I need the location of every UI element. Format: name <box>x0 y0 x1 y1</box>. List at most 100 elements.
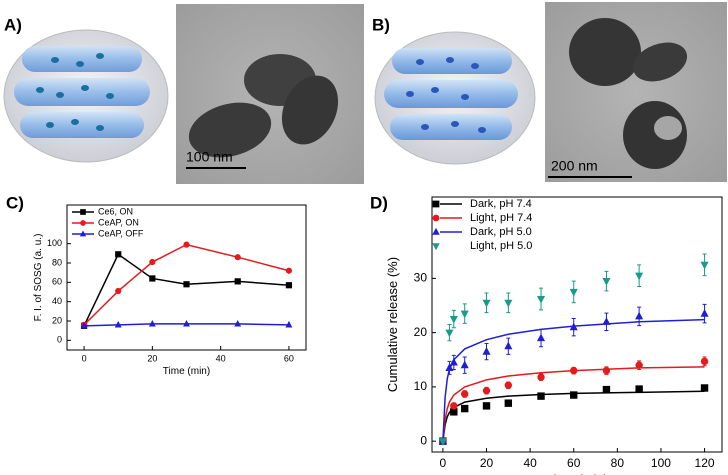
x-tick-label: 120 <box>695 456 715 470</box>
marker <box>449 316 458 324</box>
marker <box>700 357 709 366</box>
y-tick-label: 60 <box>52 277 62 287</box>
marker <box>602 385 611 394</box>
x-axis-label: Time (min) <box>546 472 608 475</box>
x-tick-label: 20 <box>147 353 157 363</box>
marker <box>700 384 709 392</box>
marker <box>183 281 190 288</box>
marker <box>504 341 513 350</box>
marker <box>234 254 241 261</box>
marker <box>449 357 458 366</box>
series-line <box>84 323 289 327</box>
panel-label: C) <box>6 193 24 212</box>
marker <box>183 319 190 327</box>
marker <box>149 275 156 282</box>
marker <box>635 385 643 393</box>
y-tick-label: 0 <box>57 335 62 345</box>
marker <box>115 287 122 295</box>
x-tick-label: 40 <box>216 353 226 363</box>
marker <box>569 288 578 297</box>
marker <box>80 220 86 226</box>
fit-curve <box>442 390 705 442</box>
x-tick-label: 0 <box>82 353 87 363</box>
y-tick-label: 20 <box>414 325 428 339</box>
legend-label: CeAP, OFF <box>98 228 144 238</box>
marker <box>537 392 545 400</box>
scale-bar-label: 200 nm <box>551 158 598 174</box>
y-axis-label: Cumulative release (%) <box>385 257 400 392</box>
y-tick-label: 40 <box>52 296 62 306</box>
marker <box>504 381 513 389</box>
y-tick-label: 20 <box>52 315 62 325</box>
series-line <box>83 243 290 326</box>
marker <box>635 311 644 320</box>
x-tick-label: 60 <box>284 353 294 363</box>
marker <box>234 319 242 327</box>
y-tick-label: 100 <box>47 238 62 248</box>
marker <box>183 241 190 248</box>
legend-label: Light, pH 7.4 <box>470 212 532 224</box>
marker <box>536 295 546 304</box>
marker <box>445 363 454 371</box>
legend-label: CeAP, ON <box>98 217 139 227</box>
marker <box>114 320 122 328</box>
x-tick-label: 40 <box>523 456 537 470</box>
marker <box>450 402 458 410</box>
x-tick-label: 60 <box>567 456 581 470</box>
marker <box>537 373 545 381</box>
series-line <box>83 253 289 327</box>
marker <box>461 390 469 398</box>
legend-label: Dark, pH 5.0 <box>470 226 532 238</box>
marker <box>536 333 546 342</box>
marker <box>115 251 122 258</box>
panel-label: D) <box>370 193 388 212</box>
marker <box>504 299 513 308</box>
x-axis-label: Time (min) <box>163 366 210 377</box>
marker <box>482 347 491 355</box>
tem-image: 100 nm <box>176 4 364 184</box>
marker <box>700 261 709 270</box>
marker <box>149 258 156 266</box>
fit-curve <box>442 366 705 442</box>
y-tick-label: 0 <box>420 433 427 447</box>
marker <box>482 402 491 410</box>
panel-label: A) <box>4 15 22 34</box>
marker <box>504 399 513 407</box>
marker <box>602 278 611 286</box>
marker <box>445 329 454 338</box>
marker <box>570 366 578 375</box>
marker <box>432 214 440 222</box>
nanoparticle-illustration <box>374 31 536 165</box>
marker <box>602 317 611 325</box>
plot-frame <box>431 196 723 453</box>
y-tick-label: 10 <box>414 379 428 393</box>
marker <box>461 404 469 413</box>
marker <box>148 319 156 327</box>
fit-curve <box>442 318 705 442</box>
marker <box>482 299 491 308</box>
marker <box>450 408 458 416</box>
x-tick-label: 20 <box>480 456 494 470</box>
x-tick-label: 100 <box>651 456 671 470</box>
legend-label: Dark, pH 7.4 <box>470 198 532 210</box>
y-tick-label: 80 <box>52 257 62 267</box>
marker <box>432 200 440 208</box>
legend-label: Ce6, ON <box>98 206 133 216</box>
y-axis-label: F. I. of SOSG (a. u.) <box>33 234 44 322</box>
marker <box>482 386 491 395</box>
marker <box>700 309 709 317</box>
y-tick-label: 30 <box>414 271 428 285</box>
panel-label: B) <box>372 15 390 34</box>
x-tick-label: 0 <box>440 456 447 470</box>
marker <box>635 272 644 281</box>
marker <box>432 227 440 235</box>
marker <box>460 360 469 369</box>
scale-bar-label: 100 nm <box>186 149 233 165</box>
marker <box>432 243 440 251</box>
x-tick-label: 80 <box>611 456 625 470</box>
legend-label: Light, pH 5.0 <box>470 240 532 252</box>
marker <box>285 267 293 274</box>
marker <box>285 282 293 289</box>
marker <box>570 391 578 399</box>
marker <box>80 321 88 329</box>
